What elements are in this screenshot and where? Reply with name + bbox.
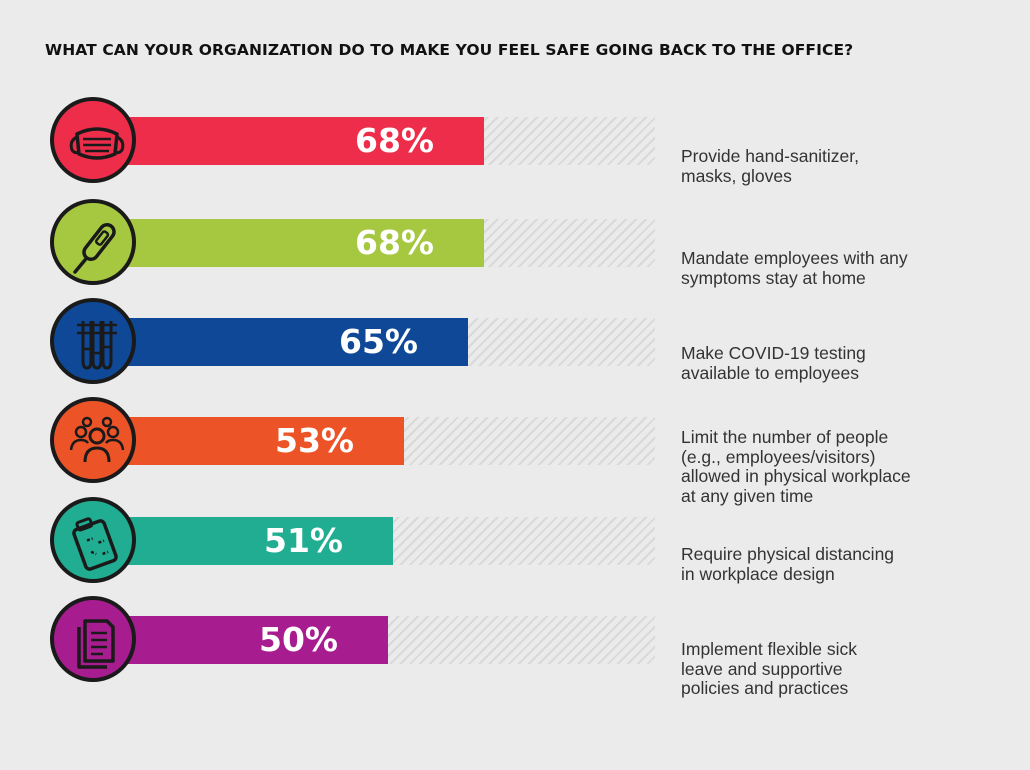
thermometer-icon [50, 199, 136, 285]
bar: 68% [120, 117, 484, 165]
bar-description-line: Implement flexible sick [681, 639, 858, 659]
bar-description-line: Limit the number of people [681, 427, 889, 447]
clipboard-plan-icon [50, 497, 136, 583]
bar: 65% [120, 318, 468, 366]
bar-value-label: 68% [355, 121, 434, 160]
bar-description-line: at any given time [681, 485, 814, 506]
bar: 53% [120, 417, 404, 465]
bar-value-label: 51% [264, 521, 343, 560]
bar-value-label: 53% [275, 421, 354, 460]
bar-description-line: policies and practices [681, 678, 849, 698]
bar-description-line: leave and supportive [681, 658, 843, 679]
bar-description-line: Mandate employees with any [681, 248, 908, 268]
bar-value-label: 68% [355, 223, 434, 262]
bar-description: Limit the number of people (e.g., employe… [681, 427, 981, 506]
bar: 68% [120, 219, 484, 267]
test-tubes-icon [50, 298, 136, 384]
bar-description-line: masks, gloves [681, 165, 792, 186]
bar-row: 50% Implement flexible sick leave and supp… [0, 594, 1030, 698]
bar-row: 68% Mandate employees with any symptoms st… [0, 197, 1030, 289]
bar-description-line: in workplace design [681, 563, 835, 584]
mask-icon [50, 97, 136, 183]
bar: 50% [120, 616, 388, 664]
bar-description: Implement flexible sick leave and support… [681, 639, 981, 699]
bar-row: 68% Provide hand-sanitizer, masks, gloves [0, 95, 1030, 187]
bar-description: Require physical distancing in workplace … [681, 544, 981, 584]
bar-description-line: allowed in physical workplace [681, 466, 911, 486]
bar-description-line: available to employees [681, 362, 860, 383]
bar-row: 65% Make COVID-19 testing available to emp… [0, 296, 1030, 388]
bar-description: Make COVID-19 testing available to employ… [681, 343, 981, 383]
bar-value-label: 50% [259, 620, 338, 659]
bar-row: 51% Require physical distancing in workpla… [0, 495, 1030, 587]
bar-row: 53% Limit the number of people (e.g., empl… [0, 395, 1030, 505]
bar-value-label: 65% [339, 322, 418, 361]
bar-description-line: Require physical distancing [681, 544, 895, 564]
bar-description-line: (e.g., employees/visitors) [681, 446, 876, 467]
bar-description-line: Make COVID-19 testing [681, 343, 866, 363]
chart-title: WHAT CAN YOUR ORGANIZATION DO TO MAKE YO… [45, 41, 854, 59]
bar: 51% [120, 517, 393, 565]
bar-description-line: symptoms stay at home [681, 267, 866, 288]
bar-description-line: Provide hand-sanitizer, [681, 146, 860, 166]
bar-description: Provide hand-sanitizer, masks, gloves [681, 146, 981, 186]
documents-icon [50, 596, 136, 682]
people-group-icon [50, 397, 136, 483]
bar-description: Mandate employees with any symptoms stay … [681, 248, 981, 288]
